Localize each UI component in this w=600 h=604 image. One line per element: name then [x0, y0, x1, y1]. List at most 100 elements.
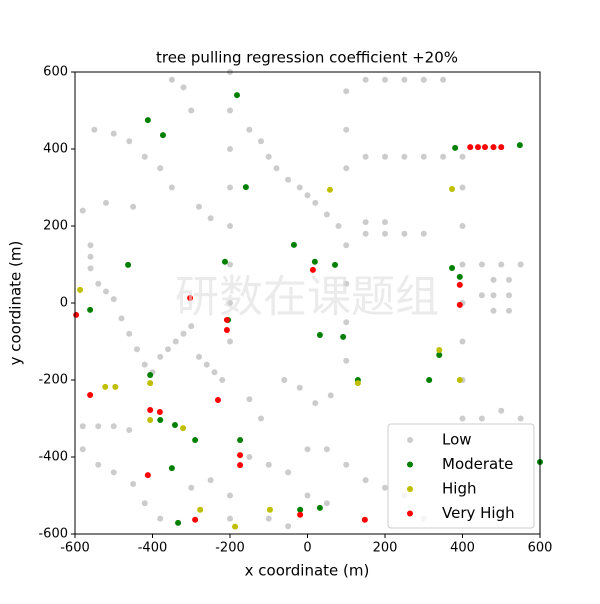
point [478, 261, 485, 268]
point [112, 383, 119, 390]
point [110, 423, 117, 430]
series-1 [87, 92, 543, 526]
y-tick-label: -400 [38, 450, 68, 465]
point [223, 326, 230, 333]
point [297, 506, 304, 513]
point [343, 461, 350, 468]
point [304, 446, 311, 453]
point [168, 76, 175, 83]
point [304, 192, 311, 199]
point [459, 261, 466, 268]
point [382, 219, 388, 226]
point [73, 311, 80, 318]
point [436, 351, 443, 358]
point [211, 369, 218, 376]
point [227, 184, 233, 191]
point [126, 427, 133, 434]
chart-title: tree pulling regression coefficient +20% [156, 49, 458, 67]
point [459, 223, 466, 229]
point [517, 415, 524, 422]
point [188, 484, 195, 491]
point [165, 346, 171, 353]
point [456, 281, 463, 288]
point [456, 301, 463, 308]
point [335, 223, 342, 229]
point [147, 407, 154, 414]
point [506, 307, 512, 314]
point [192, 516, 199, 523]
point [285, 176, 292, 183]
point [171, 422, 178, 429]
point [343, 357, 350, 364]
legend-marker [407, 461, 413, 468]
point [87, 306, 94, 313]
point [157, 515, 164, 522]
point [475, 144, 481, 151]
point [130, 480, 137, 487]
point [326, 186, 333, 193]
point [498, 144, 505, 151]
point [141, 361, 148, 368]
point [265, 515, 272, 522]
point [478, 415, 485, 422]
point [490, 144, 497, 151]
point [159, 132, 166, 139]
legend-marker [407, 486, 413, 492]
point [382, 484, 388, 491]
point [420, 230, 427, 237]
point [420, 153, 427, 160]
point [227, 338, 233, 345]
point [265, 461, 272, 468]
point [207, 477, 214, 484]
point [232, 523, 239, 530]
point [362, 153, 369, 160]
point [382, 230, 388, 237]
point [343, 165, 350, 172]
point [180, 84, 187, 91]
point [125, 261, 132, 268]
point [420, 76, 427, 83]
point [382, 153, 388, 160]
series-2 [77, 186, 463, 530]
point [187, 294, 194, 301]
watermark: 研数在课题组 [175, 272, 439, 323]
point [281, 377, 288, 383]
point [290, 241, 297, 248]
point [517, 261, 524, 268]
point [332, 261, 339, 268]
point [79, 423, 86, 430]
point [459, 184, 466, 191]
point [91, 126, 98, 133]
point [147, 417, 154, 424]
point [516, 142, 523, 149]
series-3 [73, 144, 505, 523]
point [273, 165, 280, 172]
point [481, 144, 488, 151]
point [449, 264, 456, 271]
point [459, 415, 466, 422]
point [130, 203, 137, 210]
x-tick-label: -200 [215, 541, 245, 556]
point [246, 454, 253, 460]
point [180, 425, 187, 432]
legend-label: High [442, 480, 476, 498]
point [126, 330, 133, 337]
point [118, 315, 125, 322]
point [242, 184, 249, 191]
point [77, 286, 84, 293]
point [343, 280, 350, 287]
series-0 [79, 69, 524, 530]
point [246, 396, 253, 403]
point [456, 377, 463, 383]
x-tick-label: 600 [528, 541, 553, 556]
point [343, 242, 350, 249]
point [297, 511, 304, 518]
point [144, 472, 151, 479]
point [87, 253, 94, 260]
point [172, 338, 179, 345]
point [141, 153, 148, 160]
point [316, 331, 323, 338]
point [203, 361, 210, 368]
point [157, 165, 164, 172]
